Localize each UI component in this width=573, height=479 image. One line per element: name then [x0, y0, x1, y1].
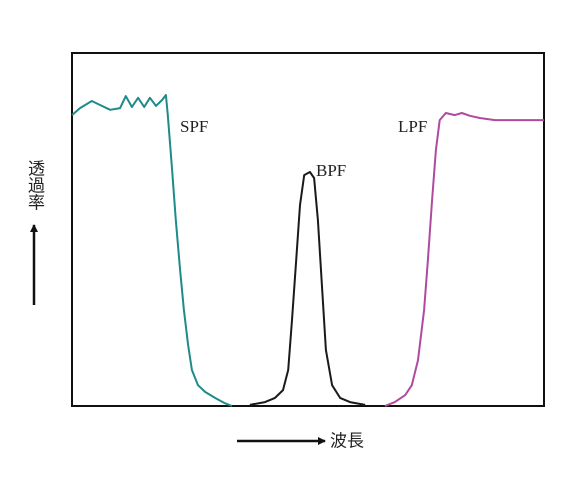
curve-label: BPF [316, 161, 346, 180]
curve [249, 171, 366, 406]
curve-label: SPF [180, 117, 208, 136]
curve [384, 112, 544, 407]
plot-frame [71, 52, 545, 407]
x-axis-label: 波長 [330, 432, 364, 452]
y-axis-label: 透過率 [24, 159, 45, 210]
curve [71, 94, 233, 407]
curve-label: LPF [398, 117, 427, 136]
